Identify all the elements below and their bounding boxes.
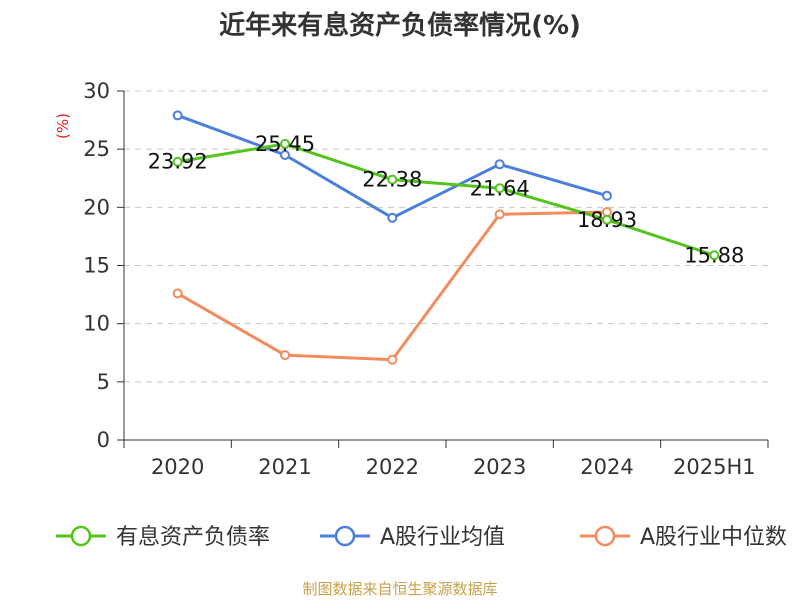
data-point [387,174,398,185]
y-tick-label: 15 [83,254,110,278]
legend-label: A股行业中位数 [640,525,787,550]
axes: 0 5 10 15 20 25 30 2020 2021 2022 2023 2024 2025H1 [83,79,769,479]
series-line-0 [177,142,715,257]
series-lines [172,110,720,365]
series-line-1 [177,114,608,220]
data-point [172,156,183,167]
data-point [709,250,720,261]
gridlines [124,90,768,383]
y-tick-label: 30 [83,79,110,103]
legend-label: A股行业均值 [380,525,505,550]
data-point [494,159,505,170]
source-note: 制图数据来自恒生聚源数据库 [302,580,497,598]
x-tick-label: 2021 [258,455,311,479]
data-labels: 23.92 25.45 22.38 21.64 18.93 15.88 [148,132,745,267]
data-point [172,288,183,299]
x-tick-label: 2025H1 [673,455,756,479]
data-label: 15.88 [684,243,744,267]
y-tick-label: 0 [97,428,110,452]
chart-title: 近年来有息资产负债率情况(%) [219,10,581,41]
x-tick-label: 2023 [473,455,526,479]
data-point [602,214,612,225]
data-label: 25.45 [255,132,315,156]
legend-swatch-marker [594,525,616,547]
data-label: 18.93 [577,208,637,232]
legend-swatch-marker [334,525,356,547]
y-tick-label: 5 [97,370,110,394]
x-tick-label: 2020 [151,455,204,479]
data-point [172,110,183,121]
data-label: 22.38 [362,168,422,192]
y-tick-label: 10 [83,312,110,336]
y-axis-unit: (%) [54,113,72,139]
data-point [280,138,290,149]
y-tick-label: 25 [83,137,110,161]
legend-label: 有息资产负债率 [116,525,270,550]
data-point [280,149,290,160]
data-point [280,350,290,361]
data-point [387,212,398,223]
y-tick-label: 20 [83,195,110,219]
data-point [494,183,505,194]
x-tick-label: 2024 [580,455,633,479]
data-point [387,354,398,365]
data-label: 23.92 [148,150,208,174]
series-line-2 [176,210,608,362]
data-point [494,209,505,220]
data-label: 21.64 [470,176,530,200]
x-tick-label: 2022 [366,455,419,479]
data-point [602,190,612,201]
legend: 有息资产负债率 A股行业均值 A股行业中位数 [56,525,787,550]
legend-swatch-marker [70,525,92,547]
